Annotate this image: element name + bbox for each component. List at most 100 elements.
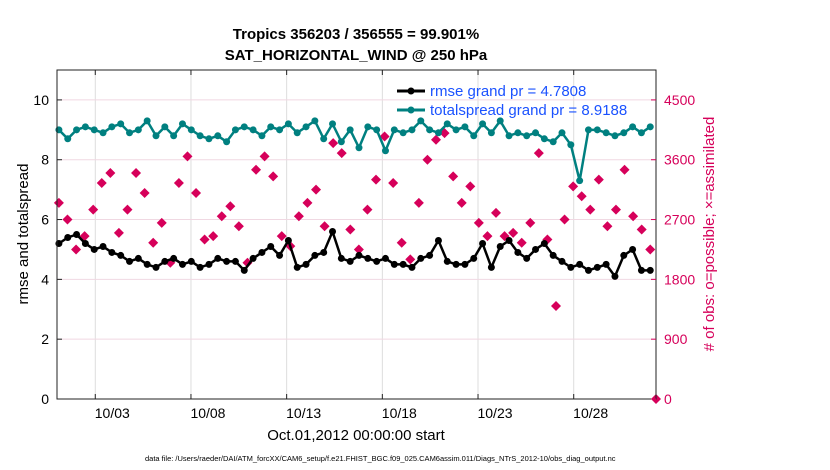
obs-point [293, 211, 304, 222]
obs-point [516, 237, 527, 248]
totalspread-point [593, 126, 601, 134]
obs-point [345, 224, 356, 235]
rmse-point [64, 233, 72, 241]
totalspread-point [399, 129, 407, 137]
obs-point [353, 244, 364, 255]
rmse-point [214, 254, 222, 262]
rmse-point [73, 231, 81, 238]
totalspread-point [629, 123, 637, 131]
obs-point [619, 164, 630, 175]
y-tick-label: 8 [41, 152, 49, 168]
totalspread-point [452, 126, 460, 134]
rmse-point [90, 245, 98, 253]
totalspread-point [108, 123, 116, 131]
totalspread-point [373, 126, 381, 134]
rmse-point [487, 263, 495, 271]
obs-point [328, 138, 339, 149]
obs-point [225, 201, 236, 212]
rmse-point [567, 263, 575, 271]
obs-point [473, 217, 484, 228]
rmse-point [223, 257, 231, 265]
totalspread-point [311, 117, 319, 125]
totalspread-point [540, 135, 548, 143]
y-right-tick-label: 0 [664, 391, 672, 407]
rmse-point [355, 251, 363, 259]
obs-point [422, 154, 433, 165]
totalspread-point [90, 126, 98, 134]
y-right-tick-label: 1800 [664, 271, 695, 287]
totalspread-point [205, 135, 213, 143]
legend-rmse: rmse grand pr = 4.7808 [430, 83, 586, 100]
x-axis-label: Oct.01,2012 00:00:00 start [267, 427, 445, 444]
totalspread-point [584, 126, 592, 134]
totalspread-point [381, 147, 389, 155]
rmse-point [558, 257, 566, 265]
totalspread-point [523, 132, 531, 140]
totalspread-point [514, 129, 522, 137]
totalspread-point [434, 129, 442, 137]
totalspread-point [240, 123, 248, 131]
rmse-point [434, 236, 442, 244]
totalspread-point [426, 126, 434, 134]
rmse-point [302, 260, 310, 268]
totalspread-point [532, 129, 540, 137]
y-right-tick-label: 900 [664, 331, 688, 347]
legend: rmse grand pr = 4.7808 totalspread grand… [397, 83, 627, 119]
obs-point [602, 221, 613, 232]
rmse-point [178, 260, 186, 268]
totalspread-point [214, 132, 222, 140]
footer-data-file: data file: /Users/raeder/DAI/ATM_forcXX/… [145, 454, 616, 463]
plot-frame [56, 69, 657, 400]
totalspread-point [558, 129, 566, 137]
chart-subtitle: SAT_HORIZONTAL_WIND @ 250 hPa [225, 47, 488, 64]
y-right-tick-label: 2700 [664, 212, 695, 228]
totalspread-point [302, 123, 310, 131]
obs-point [593, 174, 604, 185]
totalspread-point [170, 132, 178, 140]
obs-point [568, 181, 579, 192]
rmse-point [205, 260, 213, 268]
rmse-point [381, 254, 389, 262]
rmse-point [417, 254, 425, 262]
obs-point [259, 151, 270, 162]
x-tick-label: 10/08 [190, 405, 225, 421]
obs-point [576, 191, 587, 202]
rmse-point [496, 242, 504, 250]
obs-point [122, 204, 133, 215]
totalspread-point [620, 129, 628, 137]
rmse-line [58, 227, 651, 279]
totalspread-point [408, 126, 416, 134]
rmse-point [408, 263, 416, 271]
rmse-point [426, 251, 434, 259]
obs-point [216, 211, 227, 222]
rmse-point [637, 266, 645, 274]
obs-point [139, 187, 150, 198]
obs-point [191, 187, 202, 198]
rmse-point [532, 245, 540, 253]
totalspread-point [81, 123, 89, 131]
totalspread-point [73, 126, 81, 134]
rmse-point [320, 248, 328, 256]
totalspread-point [99, 129, 107, 137]
rmse-point [249, 254, 257, 262]
totalspread-point [293, 129, 301, 137]
totalspread-point [487, 129, 495, 137]
rmse-point [620, 251, 628, 259]
rmse-point [240, 266, 248, 274]
totalspread-point [364, 123, 372, 131]
totalspread-point [196, 132, 204, 140]
totalspread-point [576, 177, 584, 185]
x-tick-label: 10/28 [573, 405, 608, 421]
rmse-point [99, 242, 107, 250]
totalspread-point [267, 123, 275, 131]
totalspread-point [187, 126, 195, 134]
totalspread-point [249, 126, 257, 134]
rmse-point [258, 248, 266, 256]
obs-point [53, 197, 64, 208]
obs-point [131, 168, 142, 179]
rmse-point [443, 257, 451, 265]
x-tick-label: 10/03 [95, 405, 130, 421]
totalspread-point [329, 120, 337, 128]
totalspread-point [64, 135, 72, 143]
rmse-point [540, 239, 548, 247]
